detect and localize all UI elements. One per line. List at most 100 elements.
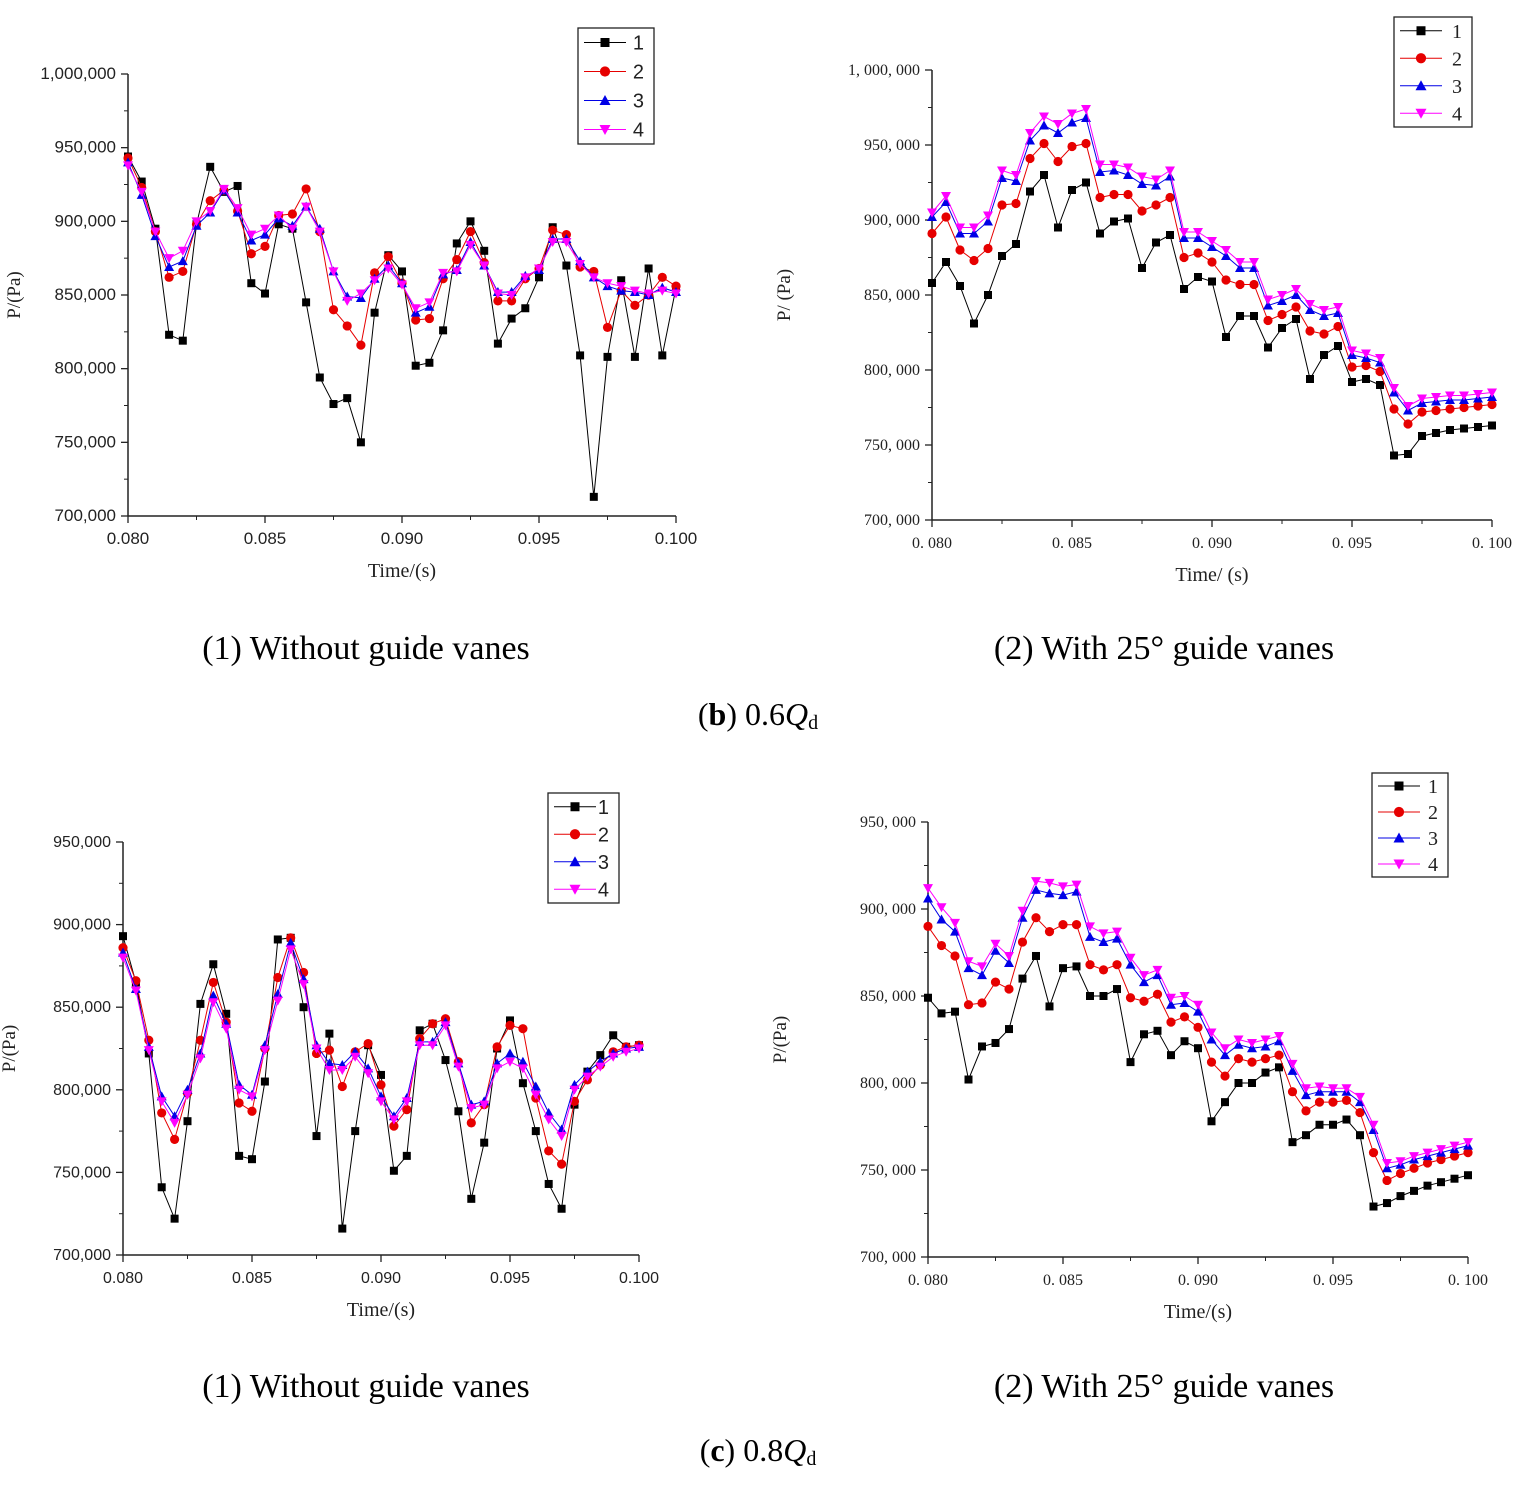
data-point xyxy=(1011,198,1021,209)
data-point xyxy=(1072,962,1081,971)
data-point xyxy=(1139,977,1149,987)
data-point xyxy=(1487,388,1497,398)
data-point xyxy=(1139,971,1149,981)
data-point xyxy=(969,255,979,266)
data-point xyxy=(298,980,309,990)
data-point xyxy=(1059,964,1067,973)
x-tick-label: 0. 080 xyxy=(912,535,952,552)
data-point xyxy=(1347,346,1357,356)
data-point xyxy=(1417,407,1427,417)
legend-label: 4 xyxy=(633,120,644,142)
data-point xyxy=(273,211,284,221)
data-point xyxy=(977,962,987,972)
y-tick-label: 700, 000 xyxy=(860,1249,916,1266)
data-point xyxy=(492,289,503,299)
series-4 xyxy=(923,877,1473,1169)
data-point xyxy=(557,1159,567,1169)
legend: 1 2 3 4 xyxy=(1371,772,1449,878)
data-point xyxy=(1207,1117,1216,1126)
y-tick-label: 850, 000 xyxy=(860,988,916,1005)
data-point xyxy=(1422,1148,1433,1158)
x-tick-label: 0.090 xyxy=(381,529,424,548)
data-point xyxy=(1464,1171,1472,1180)
data-point xyxy=(978,1042,986,1051)
data-point xyxy=(466,1118,476,1128)
data-point xyxy=(1319,311,1329,320)
data-point xyxy=(157,1183,166,1192)
data-point xyxy=(1403,419,1413,429)
data-point xyxy=(1138,264,1146,272)
data-point xyxy=(493,339,502,348)
data-point xyxy=(1341,1095,1352,1105)
data-point xyxy=(1368,1120,1379,1130)
data-point xyxy=(1044,878,1055,888)
data-point xyxy=(1044,888,1055,898)
data-point xyxy=(1179,228,1189,237)
data-point xyxy=(671,289,681,299)
data-point xyxy=(1329,1120,1337,1129)
series-4 xyxy=(927,105,1497,411)
data-point xyxy=(1110,217,1118,226)
data-point xyxy=(287,224,298,234)
legend-box xyxy=(547,792,620,904)
data-point xyxy=(1474,423,1482,431)
data-point xyxy=(1053,156,1063,167)
data-point xyxy=(465,240,476,250)
data-point xyxy=(634,1044,644,1054)
series-1 xyxy=(124,152,680,501)
data-point xyxy=(196,999,205,1008)
data-point xyxy=(1463,1148,1473,1158)
data-point xyxy=(1375,354,1385,363)
data-point xyxy=(941,192,951,201)
data-point xyxy=(969,223,979,233)
x-tick-label: 0. 090 xyxy=(1192,535,1232,552)
y-tick-label: 950,000 xyxy=(53,834,111,851)
data-point xyxy=(1301,1106,1311,1116)
data-point xyxy=(1179,1012,1190,1022)
data-point xyxy=(983,211,993,221)
data-point xyxy=(1389,384,1399,393)
y-tick-label: 750, 000 xyxy=(864,437,920,454)
data-point xyxy=(964,1075,973,1084)
data-point xyxy=(1011,171,1021,180)
y-tick-label: 700,000 xyxy=(55,506,116,525)
data-point xyxy=(466,217,475,226)
x-axis-label: Time/(s) xyxy=(368,560,436,582)
data-point xyxy=(1096,229,1104,238)
data-point xyxy=(1206,1028,1217,1038)
x-tick-label: 0. 090 xyxy=(1178,1272,1218,1289)
data-point xyxy=(596,1051,605,1060)
legend-item-4: 4 xyxy=(1378,854,1438,876)
data-point xyxy=(1167,1051,1175,1060)
legend-item-1: 1 xyxy=(584,33,644,55)
data-point xyxy=(351,1127,360,1136)
data-point xyxy=(137,177,146,186)
x-tick-label: 0.100 xyxy=(655,529,698,548)
data-point xyxy=(1123,170,1133,179)
data-point xyxy=(1058,920,1068,930)
series-1 xyxy=(928,171,1496,460)
data-point xyxy=(383,252,393,262)
data-point xyxy=(1355,1107,1365,1118)
data-point xyxy=(1376,381,1384,389)
data-point xyxy=(556,1124,567,1134)
data-point xyxy=(1040,171,1048,179)
data-point xyxy=(221,1024,232,1034)
data-point xyxy=(1220,1044,1230,1054)
x-tick-label: 0. 095 xyxy=(1332,535,1372,552)
data-point xyxy=(324,1065,335,1075)
data-point xyxy=(1291,285,1301,294)
y-tick-label: 850,000 xyxy=(53,999,111,1016)
data-point xyxy=(479,1100,490,1110)
data-point xyxy=(1165,166,1175,176)
legend-item-3: 3 xyxy=(1378,828,1438,850)
data-point xyxy=(1445,391,1455,401)
data-point xyxy=(603,352,612,361)
data-point xyxy=(1236,312,1244,320)
data-point xyxy=(1449,1151,1460,1161)
data-point xyxy=(998,252,1006,260)
data-point xyxy=(1341,1084,1352,1094)
data-point xyxy=(247,1106,257,1116)
legend-item-2: 2 xyxy=(554,824,609,846)
data-point xyxy=(548,225,558,235)
